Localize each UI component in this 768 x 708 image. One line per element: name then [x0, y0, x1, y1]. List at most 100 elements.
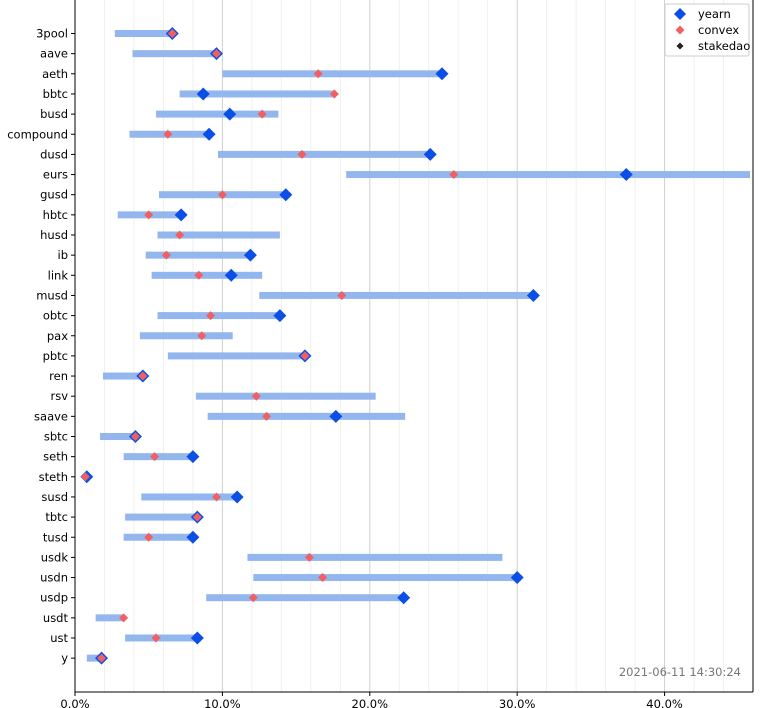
- convex-marker-pax: [197, 331, 207, 341]
- convex-marker-compound: [163, 129, 173, 139]
- yearn-marker-bbtc: [196, 87, 210, 101]
- range-bar-busd: [156, 110, 279, 118]
- legend-label-convex: convex: [698, 23, 739, 37]
- range-bar-usdp: [206, 594, 404, 602]
- legend-box: [664, 3, 750, 57]
- category-label-sbtc: sbtc: [44, 430, 68, 444]
- convex-marker-aave: [211, 49, 221, 59]
- range-bar-ren: [103, 372, 143, 380]
- x-tick-label: 10.0%: [204, 697, 241, 708]
- range-bar-usdn: [253, 574, 518, 582]
- convex-marker-husd: [175, 230, 185, 240]
- range-bar-3pool: [114, 30, 173, 37]
- category-label-aeth: aeth: [42, 67, 68, 81]
- category-label-pbtc: pbtc: [43, 349, 68, 363]
- category-label-tbtc: tbtc: [45, 510, 68, 524]
- category-label-aave: aave: [40, 47, 68, 61]
- range-bar-usdk: [247, 553, 503, 561]
- yearn-marker-saave: [329, 409, 343, 423]
- range-bar-susd: [141, 493, 238, 501]
- convex-marker-sbtc: [130, 432, 140, 441]
- category-label-eurs: eurs: [43, 168, 68, 182]
- x-tick-label: 40.0%: [646, 697, 683, 708]
- category-label-rsv: rsv: [50, 389, 68, 403]
- legend-marker-convex: [675, 25, 685, 35]
- category-label-busd: busd: [40, 107, 68, 121]
- range-bar-link: [151, 271, 263, 279]
- legend-marker-stakedao: [676, 42, 684, 50]
- category-label-usdt: usdt: [43, 611, 69, 625]
- legend-label-stakedao: stakedao: [698, 39, 750, 53]
- yearn-marker-tusd: [186, 530, 200, 544]
- yearn-marker-susd: [230, 490, 244, 504]
- convex-marker-gusd: [217, 190, 227, 200]
- yearn-marker-obtc: [273, 309, 287, 323]
- category-label-saave: saave: [34, 409, 68, 423]
- category-label-obtc: obtc: [43, 309, 68, 323]
- range-bar-rsv: [195, 392, 376, 400]
- category-label-hbtc: hbtc: [43, 208, 68, 222]
- convex-marker-usdt: [119, 613, 129, 623]
- x-tick-label: 30.0%: [499, 697, 536, 708]
- category-label-tusd: tusd: [43, 530, 68, 544]
- range-bar-tusd: [123, 533, 193, 541]
- convex-marker-hbtc: [144, 210, 154, 220]
- range-bars: [83, 30, 751, 662]
- yearn-marker-usdn: [510, 571, 524, 585]
- range-bar-pbtc: [167, 352, 305, 360]
- convex-marker-y: [97, 653, 107, 663]
- range-bar-aave: [132, 50, 217, 58]
- category-label-usdp: usdp: [40, 591, 68, 605]
- category-label-pax: pax: [47, 329, 68, 343]
- range-bar-husd: [157, 231, 280, 239]
- yearn-marker-hbtc: [174, 208, 188, 222]
- axes: [71, 0, 754, 696]
- range-bar-y: [86, 654, 102, 662]
- x-tick-label: 20.0%: [352, 697, 389, 708]
- yearn-marker-gusd: [279, 188, 293, 202]
- convex-marker-seth: [150, 452, 160, 462]
- convex-marker-saave: [262, 411, 272, 421]
- category-label-ust: ust: [50, 631, 68, 645]
- range-bar-tbtc: [125, 513, 198, 521]
- range-bar-obtc: [157, 312, 280, 320]
- convex-marker-bbtc: [329, 89, 339, 99]
- x-tick-label: 0.0%: [60, 697, 89, 708]
- convex-marker-obtc: [206, 311, 216, 321]
- value-markers: [80, 27, 633, 665]
- convex-marker-musd: [337, 290, 347, 300]
- yearn-marker-compound: [202, 127, 216, 141]
- x-tick-labels: 0.0% 10.0% 20.0% 30.0% 40.0%: [60, 697, 683, 708]
- category-label-gusd: gusd: [40, 188, 68, 202]
- yearn-marker-musd: [526, 288, 540, 302]
- range-bar-eurs: [346, 171, 751, 179]
- timestamp-label: 2021-06-11 14:30:24: [619, 665, 741, 679]
- yearn-marker-usdp: [397, 591, 411, 605]
- category-label-susd: susd: [41, 490, 68, 504]
- range-bar-ib: [145, 251, 251, 259]
- range-bar-aeth: [222, 70, 443, 78]
- category-label-ren: ren: [49, 369, 68, 383]
- range-bar-sbtc: [100, 433, 136, 440]
- yearn-marker-link: [224, 268, 238, 282]
- convex-marker-usdk: [304, 552, 314, 562]
- category-label-link: link: [48, 268, 69, 282]
- yearn-marker-eurs: [619, 168, 633, 182]
- yearn-marker-seth: [186, 450, 200, 464]
- legend-marker-yearn: [674, 8, 686, 20]
- category-label-bbtc: bbtc: [43, 87, 68, 101]
- convex-marker-rsv: [251, 391, 261, 401]
- range-bar-dusd: [217, 150, 431, 158]
- legend: yearn convex stakedao: [664, 3, 750, 57]
- category-label-seth: seth: [43, 450, 68, 464]
- range-bar-pax: [139, 332, 233, 340]
- convex-marker-usdn: [318, 573, 328, 583]
- category-label-dusd: dusd: [40, 147, 68, 161]
- convex-marker-pbtc: [300, 351, 310, 361]
- yearn-marker-ust: [190, 631, 204, 645]
- range-bar-bbtc: [179, 90, 335, 98]
- convex-marker-ren: [138, 371, 148, 381]
- convex-marker-tbtc: [192, 512, 202, 522]
- convex-marker-steth: [80, 472, 90, 482]
